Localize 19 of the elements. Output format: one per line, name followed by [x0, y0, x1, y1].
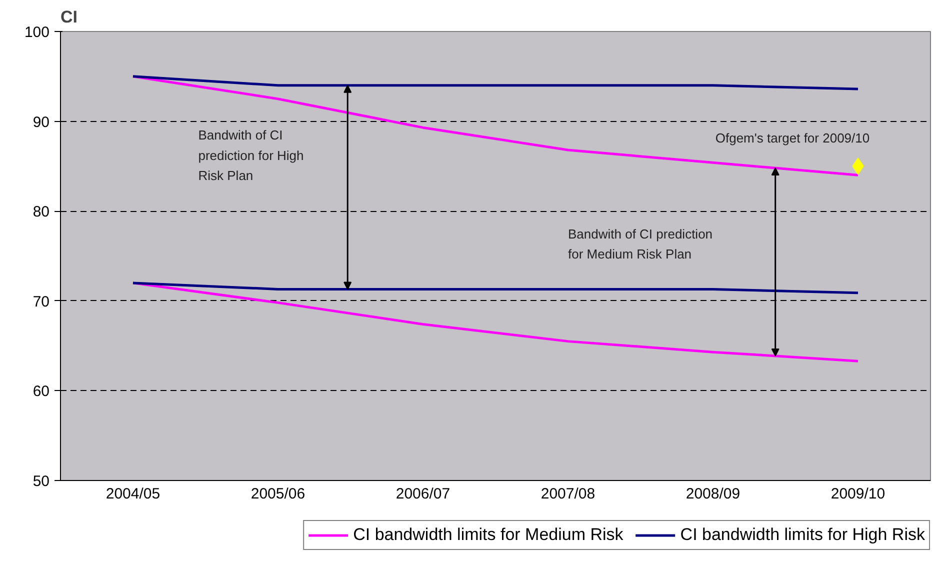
- annotation: Ofgem's target for 2009/10: [715, 130, 870, 146]
- x-tick-label: 2005/06: [250, 486, 306, 502]
- y-tick-label: 60: [32, 383, 50, 400]
- x-tick-label: 2004/05: [106, 486, 160, 502]
- y-tick-label: 100: [24, 24, 50, 41]
- x-tick-label: 2009/10: [830, 486, 886, 502]
- y-tick-label: 90: [32, 114, 50, 131]
- x-tick-label: 2007/08: [540, 486, 596, 502]
- legend-label: CI bandwidth limits for High Risk: [680, 525, 925, 545]
- y-tick-label: 80: [32, 204, 50, 221]
- annotation: Bandwith of CI prediction for High Risk Plan: [198, 128, 304, 184]
- y-tick-label: 50: [32, 473, 50, 490]
- y-axis-title: CI: [60, 8, 78, 26]
- y-tick-label: 70: [32, 293, 50, 310]
- x-tick-label: 2008/09: [686, 486, 740, 502]
- legend-label: CI bandwidth limits for Medium Risk: [353, 525, 624, 545]
- x-tick-label: 2006/07: [396, 486, 450, 502]
- annotation: Bandwith of CI prediction for Medium Risk Plan: [568, 226, 713, 262]
- line-series: [132, 282, 860, 362]
